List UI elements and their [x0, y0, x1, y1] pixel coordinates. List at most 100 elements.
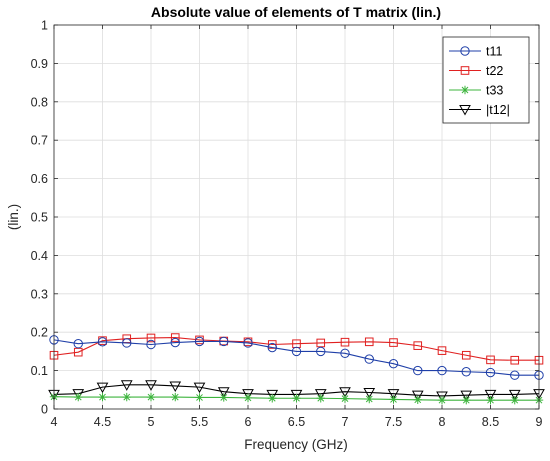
legend-marker [460, 46, 470, 56]
data-point [485, 367, 496, 378]
marker-shape [219, 336, 229, 347]
marker-shape [193, 382, 206, 394]
marker-shape [437, 395, 447, 405]
data-point [171, 392, 180, 402]
data-point [195, 393, 204, 402]
marker-shape [267, 342, 277, 353]
legend-marker [460, 66, 470, 75]
marker-shape [268, 394, 277, 403]
marker-shape [413, 341, 423, 350]
legend-entry: t22 [449, 64, 503, 78]
x-tick-label: 9 [536, 415, 543, 429]
marker-shape [120, 380, 133, 391]
data-point [242, 389, 254, 400]
marker-shape [146, 333, 156, 343]
marker-shape [267, 340, 277, 349]
x-tick-label: 4 [51, 415, 58, 429]
data-point [462, 395, 471, 405]
marker-shape [122, 392, 131, 402]
marker-shape [363, 387, 376, 399]
marker-shape [460, 390, 473, 402]
data-point [364, 354, 374, 364]
y-tick-label: 0.9 [31, 57, 48, 71]
marker-shape [242, 389, 254, 400]
data-point [510, 355, 520, 365]
legend-marker [460, 85, 470, 95]
marker-shape [243, 393, 253, 403]
series-line [53, 339, 539, 376]
y-tick-label: 1 [41, 19, 48, 33]
legend-marker [459, 105, 471, 116]
data-point [170, 333, 180, 342]
data-point [510, 370, 520, 380]
series-2 [49, 392, 544, 405]
marker-shape [339, 387, 351, 398]
x-tick-label: 7.5 [385, 415, 402, 429]
data-point [122, 338, 132, 348]
marker-shape [436, 391, 448, 402]
ticks: 4 4.5 5 5.5 6 6.5 7 7.5 8 8.5 9 0 0.1 0.2 0.3 0.4 0.5 0.6… [31, 19, 543, 430]
marker-shape [461, 367, 471, 377]
marker-shape [413, 395, 422, 404]
marker-shape [243, 338, 253, 348]
series-line [53, 337, 539, 361]
data-point [146, 392, 156, 402]
y-tick-label: 0.3 [31, 287, 48, 301]
marker-shape [389, 395, 398, 404]
x-tick-label: 5.5 [191, 415, 208, 429]
marker-shape [290, 389, 303, 401]
y-tick-label: 0.6 [31, 172, 48, 186]
y-tick-label: 0.5 [31, 211, 48, 225]
marker-shape [413, 365, 423, 376]
data-point [484, 389, 497, 401]
marker-shape [146, 339, 156, 350]
data-point [268, 394, 277, 403]
marker-shape [316, 394, 325, 403]
marker-shape [460, 66, 470, 75]
data-point [363, 387, 376, 399]
marker-shape [389, 338, 398, 347]
legend-entry: |t12| [449, 103, 510, 117]
marker-shape [486, 395, 495, 405]
marker-shape [484, 389, 497, 401]
marker-shape [460, 85, 470, 95]
marker-shape [217, 387, 230, 398]
series-layer [48, 333, 545, 405]
data-point [486, 395, 495, 405]
data-point [266, 389, 279, 401]
data-point [170, 337, 180, 348]
marker-shape [364, 354, 374, 364]
marker-shape [195, 393, 204, 402]
marker-shape [486, 355, 495, 365]
legend-entry: t33 [449, 84, 503, 98]
data-point [365, 394, 374, 404]
series-0 [49, 335, 544, 380]
marker-shape [411, 390, 424, 402]
y-axis-label: (lin.) [6, 204, 21, 230]
data-point [340, 337, 350, 347]
marker-shape [387, 389, 400, 400]
data-point [145, 380, 157, 391]
marker-shape [460, 46, 470, 56]
data-point [217, 387, 230, 398]
marker-shape [340, 394, 350, 403]
data-point [510, 395, 519, 405]
marker-shape [316, 346, 326, 357]
data-point [436, 391, 448, 402]
data-point [508, 389, 521, 401]
marker-shape [485, 367, 496, 378]
marker-shape [437, 365, 447, 376]
data-point [413, 395, 422, 404]
marker-shape [169, 381, 182, 392]
marker-shape [219, 393, 228, 402]
data-point [243, 338, 253, 348]
data-point [146, 339, 156, 350]
marker-shape [340, 348, 350, 359]
data-point [219, 393, 228, 402]
x-tick-label: 8.5 [482, 415, 499, 429]
data-point [98, 392, 107, 402]
marker-shape [437, 346, 447, 355]
data-point [291, 346, 302, 357]
legend-label: t33 [486, 84, 503, 98]
